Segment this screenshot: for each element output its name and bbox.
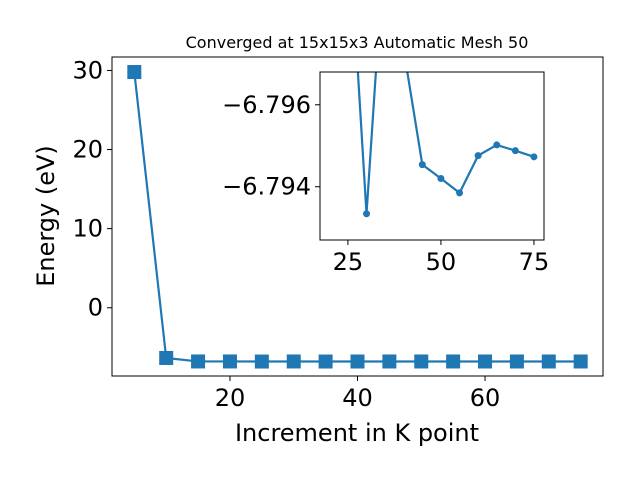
x-tick-label: 20 [215,384,246,412]
marker [478,354,493,369]
y-tick-label: 20 [72,136,103,164]
marker [159,350,174,365]
marker [382,354,397,369]
marker [286,354,301,369]
marker [127,65,142,80]
marker [254,354,269,369]
x-tick-label: 60 [470,384,501,412]
x-tick-label: 50 [426,248,457,276]
marker [350,354,365,369]
marker [511,147,519,155]
marker [456,189,464,197]
y-tick-label: 10 [72,215,103,243]
y-tick-label: −6.796 [222,91,311,119]
marker [509,354,524,369]
marker [414,354,429,369]
x-tick-label: 75 [519,248,550,276]
marker [541,354,556,369]
x-tick-label: 40 [342,384,373,412]
x-tick-label: 25 [333,248,364,276]
marker [530,153,538,161]
x-axis-label: Increment in K point [235,419,479,447]
plot-clip [356,72,538,218]
chart-title: Converged at 15x15x3 Automatic Mesh 50 [186,33,529,52]
marker [318,354,333,369]
marker [474,152,482,160]
y-axis-label: Energy (eV) [32,145,60,287]
marker [493,141,501,149]
y-tick-label: −6.794 [222,173,311,201]
plot-area [320,72,544,240]
marker [222,354,237,369]
marker [363,210,371,218]
marker [418,161,426,169]
marker [573,354,588,369]
y-tick-label: 0 [88,294,103,322]
axes-frame [319,71,545,241]
plot-clip [127,65,588,369]
marker [191,354,206,369]
y-tick-label: 30 [72,56,103,84]
marker [446,354,461,369]
marker [437,175,445,183]
